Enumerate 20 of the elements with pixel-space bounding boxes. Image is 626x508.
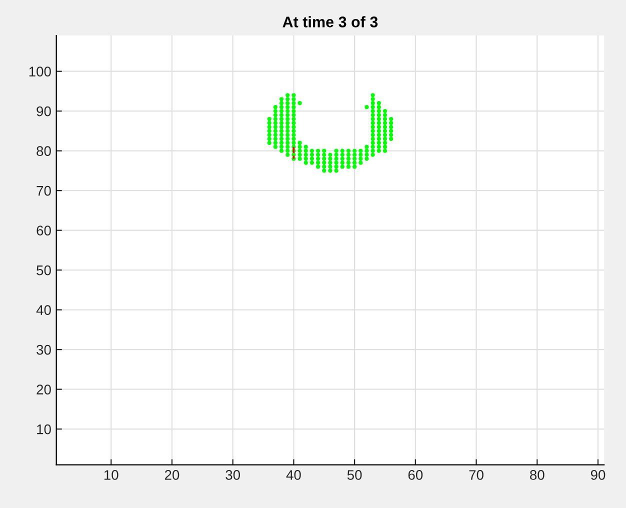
y-tick-label: 90 xyxy=(36,106,51,116)
x-tick-label: 30 xyxy=(226,470,240,480)
x-tick-label: 70 xyxy=(469,470,484,480)
y-tick-label: 70 xyxy=(36,186,51,196)
y-tick-label: 20 xyxy=(36,384,51,394)
x-tick-label: 20 xyxy=(164,470,180,480)
y-tick-label: 50 xyxy=(36,265,51,276)
x-tick-label: 40 xyxy=(286,470,301,480)
y-tick-label: 10 xyxy=(37,424,51,434)
y-tick-label: 30 xyxy=(36,344,51,355)
x-tick-label: 90 xyxy=(590,470,606,480)
y-tick-label: 60 xyxy=(36,226,51,236)
chart-title: At time 3 of 3 xyxy=(282,16,378,28)
x-tick-label: 60 xyxy=(408,470,423,480)
y-tick-label: 80 xyxy=(36,146,51,156)
x-tick-label: 10 xyxy=(104,470,118,480)
y-tick-label: 100 xyxy=(29,66,51,76)
x-tick-label: 50 xyxy=(347,470,362,480)
x-tick-label: 80 xyxy=(530,470,544,480)
y-tick-label: 40 xyxy=(36,305,51,315)
